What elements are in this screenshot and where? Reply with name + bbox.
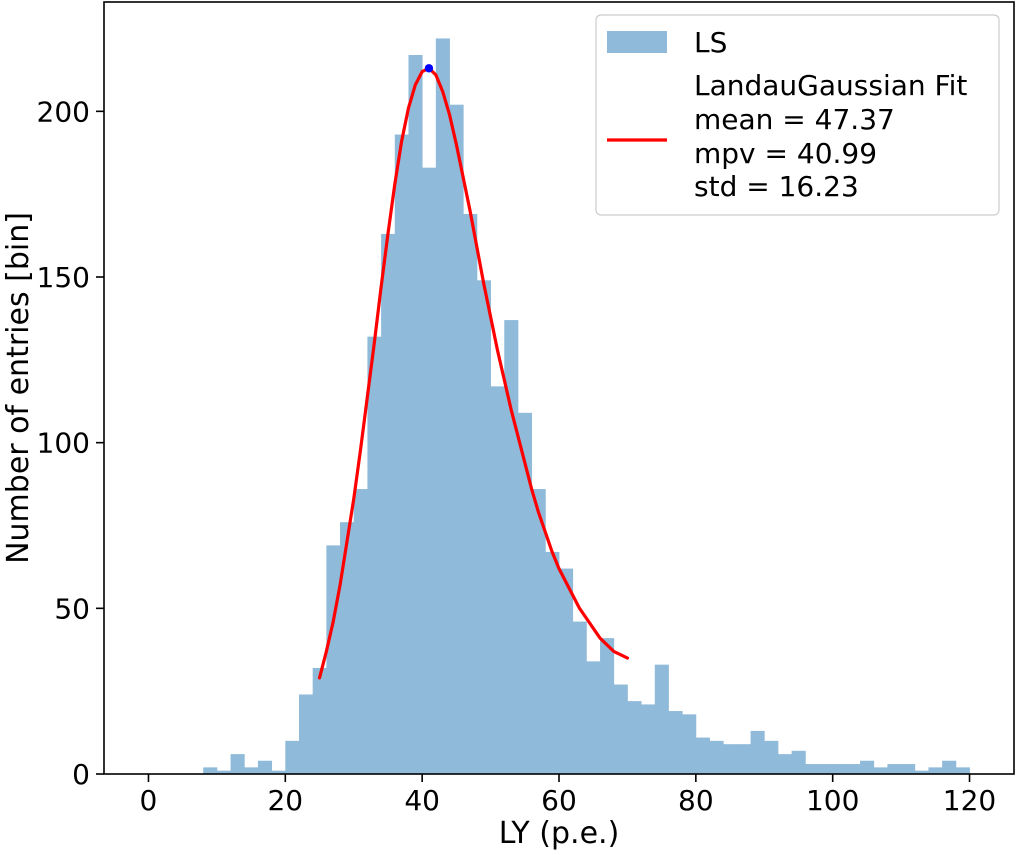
histogram-bar [449, 104, 464, 774]
x-axis-title: LY (p.e.) [499, 816, 620, 851]
legend-stat-mean: mean = 47.37 [694, 103, 895, 136]
x-tick-label: 120 [943, 784, 996, 817]
y-tick-label: 200 [37, 95, 90, 128]
legend-stat-std: std = 16.23 [694, 170, 859, 203]
histogram-bar [668, 711, 683, 774]
legend-hist-label: LS [694, 26, 727, 59]
histogram-bar [326, 545, 341, 774]
histogram-bar [627, 701, 642, 774]
x-tick-label: 0 [140, 784, 158, 817]
histogram-bar [928, 767, 943, 774]
histogram-bar [353, 489, 368, 774]
histogram-bar [476, 280, 491, 774]
histogram-bar [586, 661, 601, 774]
histogram-bar [654, 664, 669, 774]
histogram-bar [942, 760, 957, 774]
histogram-bar [695, 737, 710, 774]
histogram-bar [312, 667, 327, 774]
histogram-bar [463, 214, 478, 774]
y-axis-title: Number of entries [bin] [1, 212, 36, 564]
x-tick-label: 80 [678, 784, 714, 817]
histogram-bar [559, 568, 574, 774]
histogram-bar [805, 764, 820, 774]
histogram-bar [873, 767, 888, 774]
y-tick-label: 50 [54, 592, 90, 625]
histogram-bar [230, 754, 245, 774]
fit-curve-layer [317, 64, 630, 680]
histogram-bar [682, 714, 697, 774]
histogram-bar [846, 764, 861, 774]
histogram-bar [641, 704, 656, 774]
histogram-bar [271, 770, 286, 774]
histogram-bar [203, 767, 218, 774]
histogram-bar [887, 764, 902, 774]
histogram-bar [408, 55, 423, 774]
histogram-bar [901, 764, 916, 774]
x-tick-label: 20 [267, 784, 303, 817]
legend: LS LandauGaussian Fit mean = 47.37 mpv =… [595, 14, 1000, 216]
histogram-bar [216, 770, 231, 774]
legend-hist-swatch [607, 31, 667, 53]
histogram-bar [819, 764, 834, 774]
histogram-bar [723, 744, 738, 774]
histogram-bar [791, 750, 806, 774]
histogram-bar [285, 740, 300, 774]
y-axis: 0 50 100 150 200 [37, 95, 104, 791]
histogram-bar [613, 684, 628, 774]
legend-box [595, 14, 1000, 216]
x-tick-label: 40 [404, 784, 440, 817]
histogram-bar [777, 754, 793, 774]
histogram-bar [422, 167, 437, 775]
y-tick-label: 100 [37, 427, 90, 460]
x-tick-label: 60 [541, 784, 577, 817]
histogram-bar [860, 760, 875, 774]
fit-curve-line [317, 66, 630, 680]
histogram-bar [435, 38, 450, 774]
histogram-bar [340, 522, 355, 774]
histogram-bar [381, 233, 396, 774]
histogram-bar [736, 744, 751, 774]
histogram-bar [750, 730, 765, 774]
histogram-bar [914, 770, 929, 774]
histogram-bar [257, 760, 273, 774]
fit-peak-marker [424, 64, 434, 73]
histogram-bars [203, 38, 970, 775]
histogram-bar [572, 621, 587, 774]
histogram-bar [299, 694, 314, 774]
histogram-bar [394, 134, 409, 774]
legend-fit-label: LandauGaussian Fit [694, 69, 967, 102]
legend-stat-mpv: mpv = 40.99 [694, 137, 877, 170]
histogram-bar [764, 740, 779, 774]
histogram-bar [244, 767, 259, 774]
y-tick-label: 0 [72, 758, 90, 791]
histogram-bar [955, 767, 970, 774]
histogram-bar [367, 336, 382, 774]
histogram-bar [545, 552, 560, 774]
y-tick-label: 150 [37, 261, 90, 294]
x-tick-label: 100 [806, 784, 859, 817]
histogram-bar [504, 320, 519, 774]
histogram-bar [490, 386, 505, 774]
histogram-bar [600, 638, 615, 774]
histogram-bar [531, 489, 546, 774]
x-axis: 0 20 40 60 80 100 120 [140, 774, 996, 817]
histogram-bar [517, 412, 533, 774]
histogram-bar [832, 764, 847, 774]
histogram-bar [709, 740, 724, 774]
